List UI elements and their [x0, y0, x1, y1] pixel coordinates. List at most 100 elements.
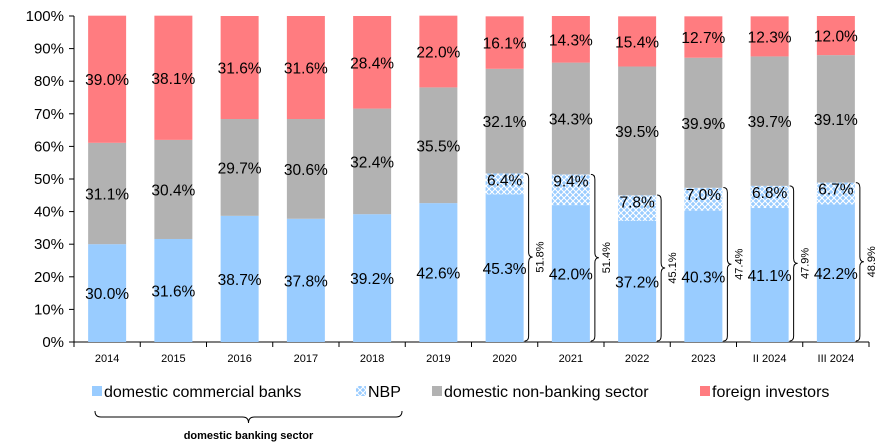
bar-segment-commercial-banks	[154, 238, 193, 342]
bar-segment-commercial-banks	[419, 203, 458, 342]
bar-segment-non-banking	[618, 66, 657, 196]
bar-segment-foreign	[618, 16, 657, 67]
bar-segment-foreign	[816, 16, 855, 56]
data-label-foreign: 31.6%	[284, 61, 328, 78]
y-tick-label: 40%	[34, 204, 64, 221]
y-tick-label: 100%	[26, 8, 64, 25]
data-label-commercial-banks: 31.6%	[151, 283, 195, 300]
y-tick-label: 60%	[34, 138, 64, 155]
data-label-nbp: 6.4%	[487, 172, 523, 189]
y-tick-label: 80%	[34, 73, 64, 90]
data-label-commercial-banks: 30.0%	[85, 286, 129, 303]
data-label-foreign: 28.4%	[350, 55, 394, 72]
data-label-non-banking: 39.7%	[748, 114, 792, 131]
bracket-label: 47.4%	[733, 248, 745, 279]
bar-segment-foreign	[551, 16, 590, 63]
bar-segment-non-banking	[684, 57, 723, 188]
legend-label-foreign: foreign investors	[712, 384, 829, 401]
bar-segment-foreign	[750, 16, 789, 57]
data-label-non-banking: 39.1%	[814, 112, 858, 129]
data-label-nbp: 9.4%	[553, 173, 589, 190]
bar-segment-non-banking	[485, 68, 524, 174]
data-label-foreign: 38.1%	[151, 71, 195, 88]
data-label-foreign: 31.6%	[218, 61, 262, 78]
bar-segment-non-banking	[816, 55, 855, 183]
data-label-commercial-banks: 38.7%	[218, 272, 262, 289]
bar-segment-commercial-banks	[220, 215, 259, 342]
bar-segment-commercial-banks	[551, 205, 590, 342]
data-label-commercial-banks: 41.1%	[748, 268, 792, 285]
y-tick-label: 10%	[34, 301, 64, 318]
bar-segment-non-banking	[220, 119, 259, 216]
data-label-non-banking: 34.3%	[549, 112, 593, 129]
x-tick-label: 2015	[161, 353, 185, 365]
legend-label-commercial-banks: domestic commercial banks	[104, 384, 301, 401]
data-label-non-banking: 35.5%	[416, 138, 460, 155]
bracket-label: 51.4%	[601, 242, 613, 273]
bar-segment-commercial-banks	[750, 208, 789, 342]
data-label-non-banking: 39.5%	[615, 124, 659, 141]
data-label-commercial-banks: 45.3%	[483, 261, 527, 278]
x-tick-label: 2017	[294, 353, 318, 365]
bar-segment-nbp	[816, 182, 855, 205]
legend-label-non-banking: domestic non-banking sector	[444, 384, 649, 401]
data-label-nbp: 6.7%	[818, 182, 854, 199]
data-label-non-banking: 30.6%	[284, 162, 328, 179]
x-tick-label: 2020	[492, 353, 516, 365]
data-label-commercial-banks: 40.3%	[681, 269, 725, 286]
legend-swatch-nbp	[356, 386, 366, 396]
y-tick-label: 30%	[34, 236, 64, 253]
bar-segment-commercial-banks	[286, 218, 325, 342]
bar-segment-commercial-banks	[618, 220, 657, 342]
bracket-line	[657, 194, 666, 342]
legend-swatch-foreign	[700, 386, 710, 396]
legend-swatch-non-banking	[432, 386, 442, 396]
x-tick-label: 2021	[559, 353, 583, 365]
data-label-nbp: 7.0%	[686, 187, 722, 204]
data-label-foreign: 16.1%	[483, 36, 527, 53]
data-label-commercial-banks: 39.2%	[350, 271, 394, 288]
data-label-nbp: 6.8%	[752, 185, 788, 202]
bar-segment-commercial-banks	[353, 214, 392, 342]
bar-segment-commercial-banks	[485, 194, 524, 342]
bracket-line	[789, 185, 798, 342]
data-label-commercial-banks: 42.6%	[416, 266, 460, 283]
bar-segment-foreign	[485, 16, 524, 69]
data-label-commercial-banks: 37.2%	[615, 274, 659, 291]
x-tick-label: 2023	[691, 353, 715, 365]
bar-segment-non-banking	[154, 139, 193, 239]
bar-segment-foreign	[419, 15, 458, 88]
y-tick-label: 50%	[34, 171, 64, 188]
bar-segment-foreign	[684, 16, 723, 58]
bar-segment-nbp	[684, 187, 723, 211]
data-label-foreign: 39.0%	[85, 72, 129, 89]
legend-swatch-commercial-banks	[92, 386, 102, 396]
y-tick-label: 20%	[34, 269, 64, 286]
bar-segment-non-banking	[419, 87, 458, 204]
bracket-label: 45.1%	[667, 252, 679, 283]
data-label-non-banking: 30.4%	[151, 182, 195, 199]
y-tick-label: 90%	[34, 41, 64, 58]
bar-segment-nbp	[551, 174, 590, 206]
x-tick-label: II 2024	[753, 353, 787, 365]
data-label-commercial-banks: 37.8%	[284, 273, 328, 290]
data-label-foreign: 15.4%	[615, 34, 659, 51]
bracket-line	[855, 182, 864, 342]
bracket-label: 51.8%	[535, 241, 547, 272]
data-label-non-banking: 32.1%	[483, 114, 527, 131]
data-label-non-banking: 29.7%	[218, 160, 262, 177]
bar-segment-commercial-banks	[88, 244, 127, 342]
bar-segment-foreign	[286, 16, 325, 120]
bar-segment-foreign	[154, 15, 193, 140]
bar-segment-foreign	[353, 16, 392, 109]
y-tick-label: 0%	[42, 334, 64, 351]
x-tick-label: 2016	[227, 353, 251, 365]
bar-segment-commercial-banks	[816, 204, 855, 342]
data-label-foreign: 12.7%	[681, 30, 725, 47]
data-label-non-banking: 32.4%	[350, 154, 394, 171]
bracket-line	[723, 186, 732, 342]
x-tick-label: 2022	[625, 353, 649, 365]
bracket-label: 48.9%	[866, 246, 878, 277]
